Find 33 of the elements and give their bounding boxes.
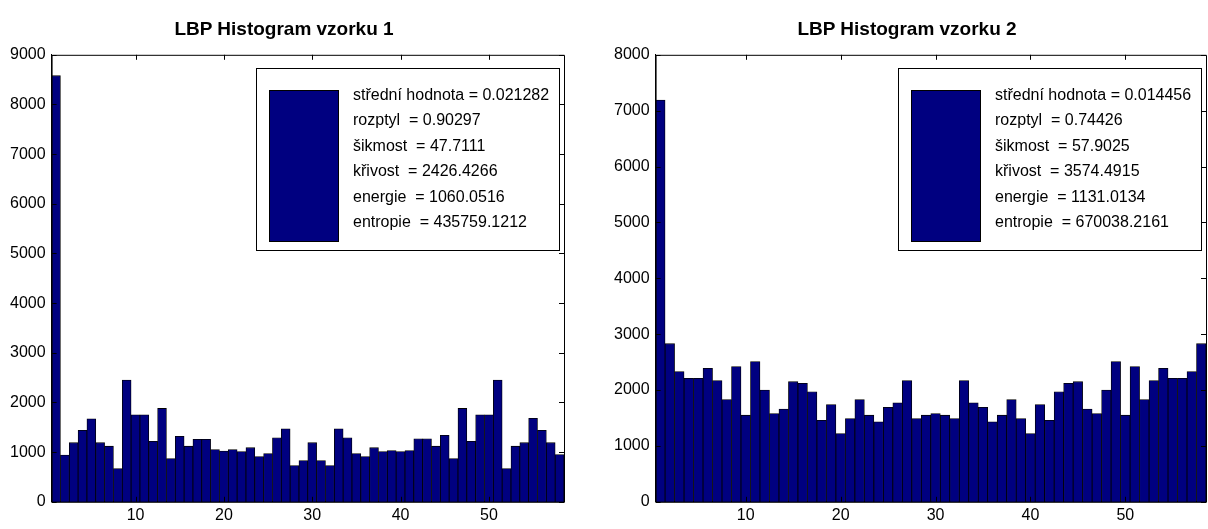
y-tick-label: 5000 (10, 243, 46, 261)
x-tick-label: 10 (736, 505, 755, 523)
y-tick-label: 6000 (614, 156, 650, 174)
x-tick-label: 30 (303, 505, 322, 523)
x-tick-label: 20 (831, 505, 850, 523)
y-tick-label: 4000 (614, 268, 650, 286)
x-tick-label: 10 (126, 505, 145, 523)
x-tick-label: 50 (480, 505, 498, 523)
x-tick-label: 40 (1021, 505, 1040, 523)
y-tick-label: 9000 (10, 45, 46, 63)
y-tick-label: 2000 (10, 392, 46, 410)
y-tick-label: 3000 (614, 324, 650, 342)
y-tick-label: 8000 (10, 94, 46, 112)
y-tick-label: 0 (36, 492, 46, 510)
legend: střední hodnota = 0.021282 rozptyl = 0.90297 šikmost = 47.7111 křivost = 2426.4266 energie = 1060.0516 entropie = 435759.1212 (256, 67, 561, 251)
y-tick-label: 1000 (10, 442, 46, 460)
x-tick-label: 40 (391, 505, 410, 523)
y-tick-label: 8000 (614, 45, 650, 63)
y-tick-label: 0 (640, 492, 650, 510)
x-tick-label: 20 (214, 505, 233, 523)
y-tick-label: 3000 (10, 343, 46, 361)
y-tick-label: 4000 (10, 293, 46, 311)
y-tick-label: 7000 (10, 144, 46, 162)
y-tick-label: 2000 (614, 380, 650, 398)
x-tick-label: 30 (926, 505, 945, 523)
y-tick-label: 1000 (614, 436, 650, 454)
chart-title: LBP Histogram vzorku 1 (174, 17, 395, 39)
x-tick-label: 50 (1116, 505, 1135, 523)
y-tick-label: 6000 (10, 194, 46, 212)
chart-title: LBP Histogram vzorku 2 (797, 17, 1017, 39)
legend: střední hodnota = 0.014456 rozptyl = 0.74426 šikmost = 57.9025 křivost = 3574.4915 energie = 1131.0134 entropie = 670038.2161 (898, 67, 1203, 251)
y-tick-label: 5000 (614, 212, 650, 230)
y-tick-label: 7000 (614, 101, 650, 119)
